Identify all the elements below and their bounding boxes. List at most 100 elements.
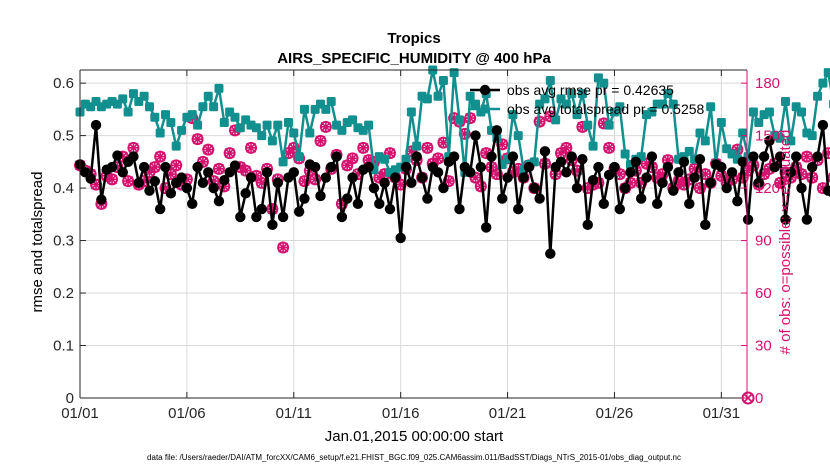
rmse-point	[149, 176, 161, 187]
totalspread-point	[294, 152, 304, 162]
obs-evaluated-point	[443, 175, 455, 187]
rmse-point	[347, 172, 358, 183]
totalspread-point	[273, 120, 283, 130]
rmse-point	[577, 154, 588, 165]
rmse-point	[240, 188, 251, 199]
rmse-point	[566, 151, 577, 162]
totalspread-point	[780, 96, 790, 106]
rmse-point	[812, 151, 823, 162]
rmse-point	[219, 175, 230, 186]
rmse-point	[256, 203, 267, 215]
obs-evaluated-point	[363, 154, 375, 166]
totalspread-point	[198, 102, 208, 112]
y-tick-label-right: 60	[755, 285, 772, 302]
rmse-point	[363, 161, 374, 173]
totalspread-point	[513, 131, 523, 141]
rmse-point	[598, 198, 609, 210]
data-file-footnote: data file: /Users/raeder/DAI/ATM_forcXX/…	[147, 453, 681, 462]
totalspread-point	[161, 110, 171, 120]
totalspread-point	[764, 107, 774, 117]
x-tick-label: 01/26	[596, 405, 634, 422]
chart-title: Tropics	[387, 30, 440, 47]
legend-rmse-marker	[479, 84, 491, 96]
totalspread-point	[684, 146, 694, 156]
rmse-point	[529, 182, 540, 194]
obs-evaluated-point	[277, 242, 289, 253]
rmse-point	[480, 222, 492, 233]
rmse-point	[336, 211, 348, 223]
obs-evaluated-point	[470, 172, 481, 183]
obs-evaluated-point	[544, 110, 556, 122]
obs-evaluated-point	[229, 124, 241, 136]
totalspread-point	[545, 75, 555, 85]
y-tick-label-right: 30	[755, 338, 772, 355]
rmse-point	[817, 119, 829, 131]
y-axis-label-right: # of obs: o=possible; ×=evaluated	[777, 130, 794, 355]
obs-evaluated-point	[112, 161, 123, 173]
x-tick-label: 01/16	[382, 405, 420, 422]
obs-evaluated-point	[160, 182, 171, 194]
totalspread-point	[604, 120, 614, 130]
obs-evaluated-point	[480, 147, 492, 159]
obs-evaluated-point	[245, 142, 257, 154]
rmse-point	[144, 185, 155, 196]
rmse-point	[128, 151, 139, 162]
totalspread-point	[118, 94, 128, 104]
totalspread-point	[668, 99, 678, 109]
obs-evaluated-point	[421, 142, 433, 154]
totalspread-point	[813, 91, 823, 101]
totalspread-point	[209, 102, 219, 112]
rmse-point	[390, 172, 401, 183]
totalspread-point	[289, 128, 299, 138]
totalspread-point	[128, 89, 138, 99]
y-tick-label: 0	[66, 390, 74, 407]
obs-evaluated-point	[496, 138, 508, 150]
obs-evaluated-point	[774, 177, 786, 189]
x-tick-label: 01/11	[276, 405, 312, 422]
obs-evaluated-point	[603, 142, 615, 154]
y-tick-label-right: 90	[755, 233, 772, 250]
totalspread-point	[380, 154, 390, 164]
totalspread-point	[786, 136, 796, 146]
rmse-point	[555, 156, 567, 168]
obs-evaluated-point	[475, 180, 487, 192]
obs-evaluated-point	[202, 144, 214, 155]
obs-evaluated-point	[721, 177, 733, 189]
obs-evaluated-point	[673, 175, 684, 187]
totalspread-point	[155, 128, 165, 138]
rmse-point	[154, 203, 166, 215]
obs-evaluated-point	[512, 163, 524, 175]
rmse-point	[384, 203, 396, 215]
obs-evaluated-point	[218, 180, 230, 192]
obs-evaluated-point	[315, 135, 326, 147]
rmse-point	[293, 206, 305, 217]
totalspread-point	[305, 128, 315, 138]
rmse-point	[593, 161, 604, 173]
totalspread-point	[663, 89, 673, 99]
obs-evaluated-point	[309, 173, 321, 185]
rmse-point	[352, 198, 364, 210]
rmse-point	[561, 167, 572, 178]
rmse-point	[646, 151, 658, 162]
obs-evaluated-point	[683, 173, 695, 185]
totalspread-point	[144, 102, 154, 112]
obs-evaluated-point	[790, 161, 802, 173]
totalspread-point	[465, 91, 475, 101]
obs-evaluated-point	[384, 147, 396, 159]
rmse-point	[780, 214, 791, 225]
chart-subtitle: AIRS_SPECIFIC_HUMIDITY @ 400 hPa	[277, 50, 551, 67]
rmse-point	[684, 198, 695, 210]
x-tick-label: 01/06	[168, 405, 206, 422]
totalspread-point	[214, 83, 224, 93]
totalspread-point	[326, 96, 336, 106]
totalspread-point	[823, 68, 830, 78]
obs-evaluated-point	[432, 152, 444, 164]
rmse-point	[742, 214, 754, 225]
rmse-point	[299, 193, 310, 204]
totalspread-point	[364, 120, 374, 130]
rmse-point	[331, 151, 342, 162]
totalspread-point	[599, 78, 609, 88]
obs-evaluated-point	[576, 121, 588, 133]
rmse-point	[689, 172, 700, 183]
